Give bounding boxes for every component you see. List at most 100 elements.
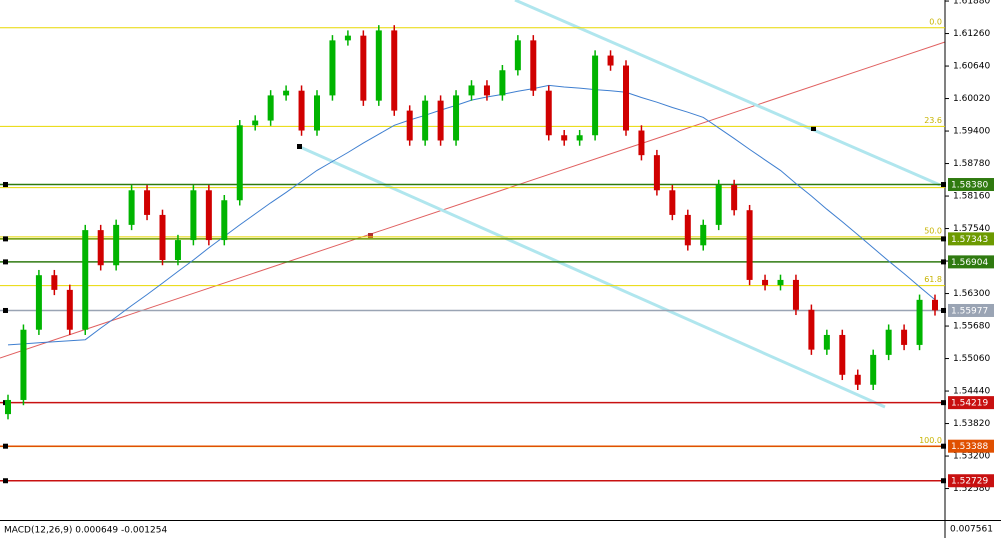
fib-label: 61.8 — [924, 275, 942, 284]
candle-body — [298, 90, 305, 131]
candle-body — [669, 190, 676, 215]
candle-body — [406, 110, 413, 141]
candle-body — [870, 354, 877, 385]
price-tag-label: 1.53388 — [951, 442, 988, 452]
y-tick-label: 1.60020 — [953, 94, 990, 104]
candle-body — [483, 85, 490, 96]
anchor-point — [811, 126, 816, 131]
candle-body — [762, 279, 769, 286]
price-tag — [948, 178, 994, 192]
y-tick-label: 1.60640 — [953, 62, 990, 72]
candle-body — [283, 90, 290, 96]
candle-body — [823, 334, 830, 350]
indicator-label: MACD(12,26,9) 0.000649 -0.001254 — [4, 526, 167, 536]
level-handle — [3, 307, 8, 313]
candle-body — [128, 190, 135, 225]
candle-body — [468, 85, 475, 96]
candle-body — [885, 329, 892, 355]
price-tag-label: 1.54219 — [951, 399, 988, 409]
candle-body — [514, 40, 521, 71]
candle-body — [97, 230, 104, 266]
y-tick-label: 1.52580 — [953, 484, 990, 494]
candle-body — [422, 100, 429, 141]
indicator-max: 0.007561 — [950, 525, 993, 535]
candle-body — [159, 214, 166, 260]
y-tick-label: 1.53200 — [953, 452, 990, 462]
fib-label: 23.6 — [924, 116, 942, 125]
candle-body — [252, 120, 259, 126]
candle-body — [329, 40, 336, 96]
price-tag — [948, 232, 994, 246]
candle-body — [592, 55, 599, 136]
candle-body — [66, 289, 73, 330]
candle-body — [267, 95, 274, 121]
fib-label: 0.0 — [929, 17, 942, 26]
price-tag-label: 1.58380 — [951, 181, 988, 191]
fib-label: 50.0 — [924, 226, 942, 235]
level-handle — [941, 443, 946, 449]
candle-body — [375, 30, 382, 101]
candle-body — [35, 275, 42, 330]
level-handle — [941, 307, 946, 313]
candle-body — [638, 130, 645, 156]
candle-body — [901, 329, 908, 345]
channel-line — [299, 145, 886, 409]
candle-body — [561, 135, 568, 141]
candle-body — [5, 399, 11, 415]
candle-body — [499, 70, 506, 96]
y-tick-label: 1.61880 — [953, 0, 990, 7]
fib-label: 100.0 — [919, 436, 942, 445]
candle-body — [221, 200, 228, 241]
candle-body — [653, 155, 660, 191]
candle-body — [51, 275, 58, 290]
y-tick-label: 1.55060 — [953, 354, 990, 364]
candle-body — [576, 135, 583, 141]
candle-body — [792, 279, 799, 310]
price-tag-label: 1.56904 — [951, 258, 988, 268]
candle-body — [731, 185, 738, 211]
candle-body — [684, 214, 691, 246]
candle-body — [174, 240, 181, 260]
y-tick-label: 1.54440 — [953, 387, 990, 397]
candle-body — [20, 329, 27, 400]
candle-body — [916, 299, 923, 345]
candle-body — [932, 299, 938, 311]
level-handle — [941, 259, 946, 265]
price-tag — [948, 396, 994, 410]
trendlines — [0, 0, 946, 409]
y-tick-label: 1.58160 — [953, 192, 990, 202]
candle-body — [453, 95, 460, 141]
candle-body — [113, 224, 120, 266]
candle-body — [700, 224, 707, 246]
candle-body — [545, 90, 552, 136]
candle-body — [746, 210, 753, 280]
candle-body — [360, 35, 367, 101]
candle-body — [437, 100, 444, 141]
channel-line — [514, 0, 941, 187]
candle-body — [777, 279, 784, 286]
price-tag — [948, 474, 994, 488]
candle-body — [623, 65, 629, 131]
candle-body — [82, 230, 89, 330]
y-tick-label: 1.53820 — [953, 419, 990, 429]
level-handle — [941, 400, 946, 406]
price-tag-label: 1.57343 — [951, 235, 988, 245]
candle-body — [205, 190, 212, 241]
level-handle — [3, 236, 8, 242]
level-handle — [941, 478, 946, 484]
candle-body — [530, 40, 537, 91]
price-tag-label: 1.55977 — [951, 306, 988, 316]
level-handle — [3, 443, 8, 449]
price-tag — [948, 303, 994, 317]
y-tick-label: 1.56300 — [953, 289, 990, 299]
level-handle — [941, 182, 946, 188]
candle-body — [344, 35, 351, 41]
anchor-point — [368, 233, 373, 238]
y-tick-label: 1.55680 — [953, 322, 990, 332]
candle-body — [839, 334, 846, 375]
level-handle — [3, 478, 8, 484]
candle-body — [391, 30, 398, 111]
anchor-point — [297, 144, 302, 149]
level-handle — [3, 182, 8, 188]
candle-body — [854, 374, 861, 385]
